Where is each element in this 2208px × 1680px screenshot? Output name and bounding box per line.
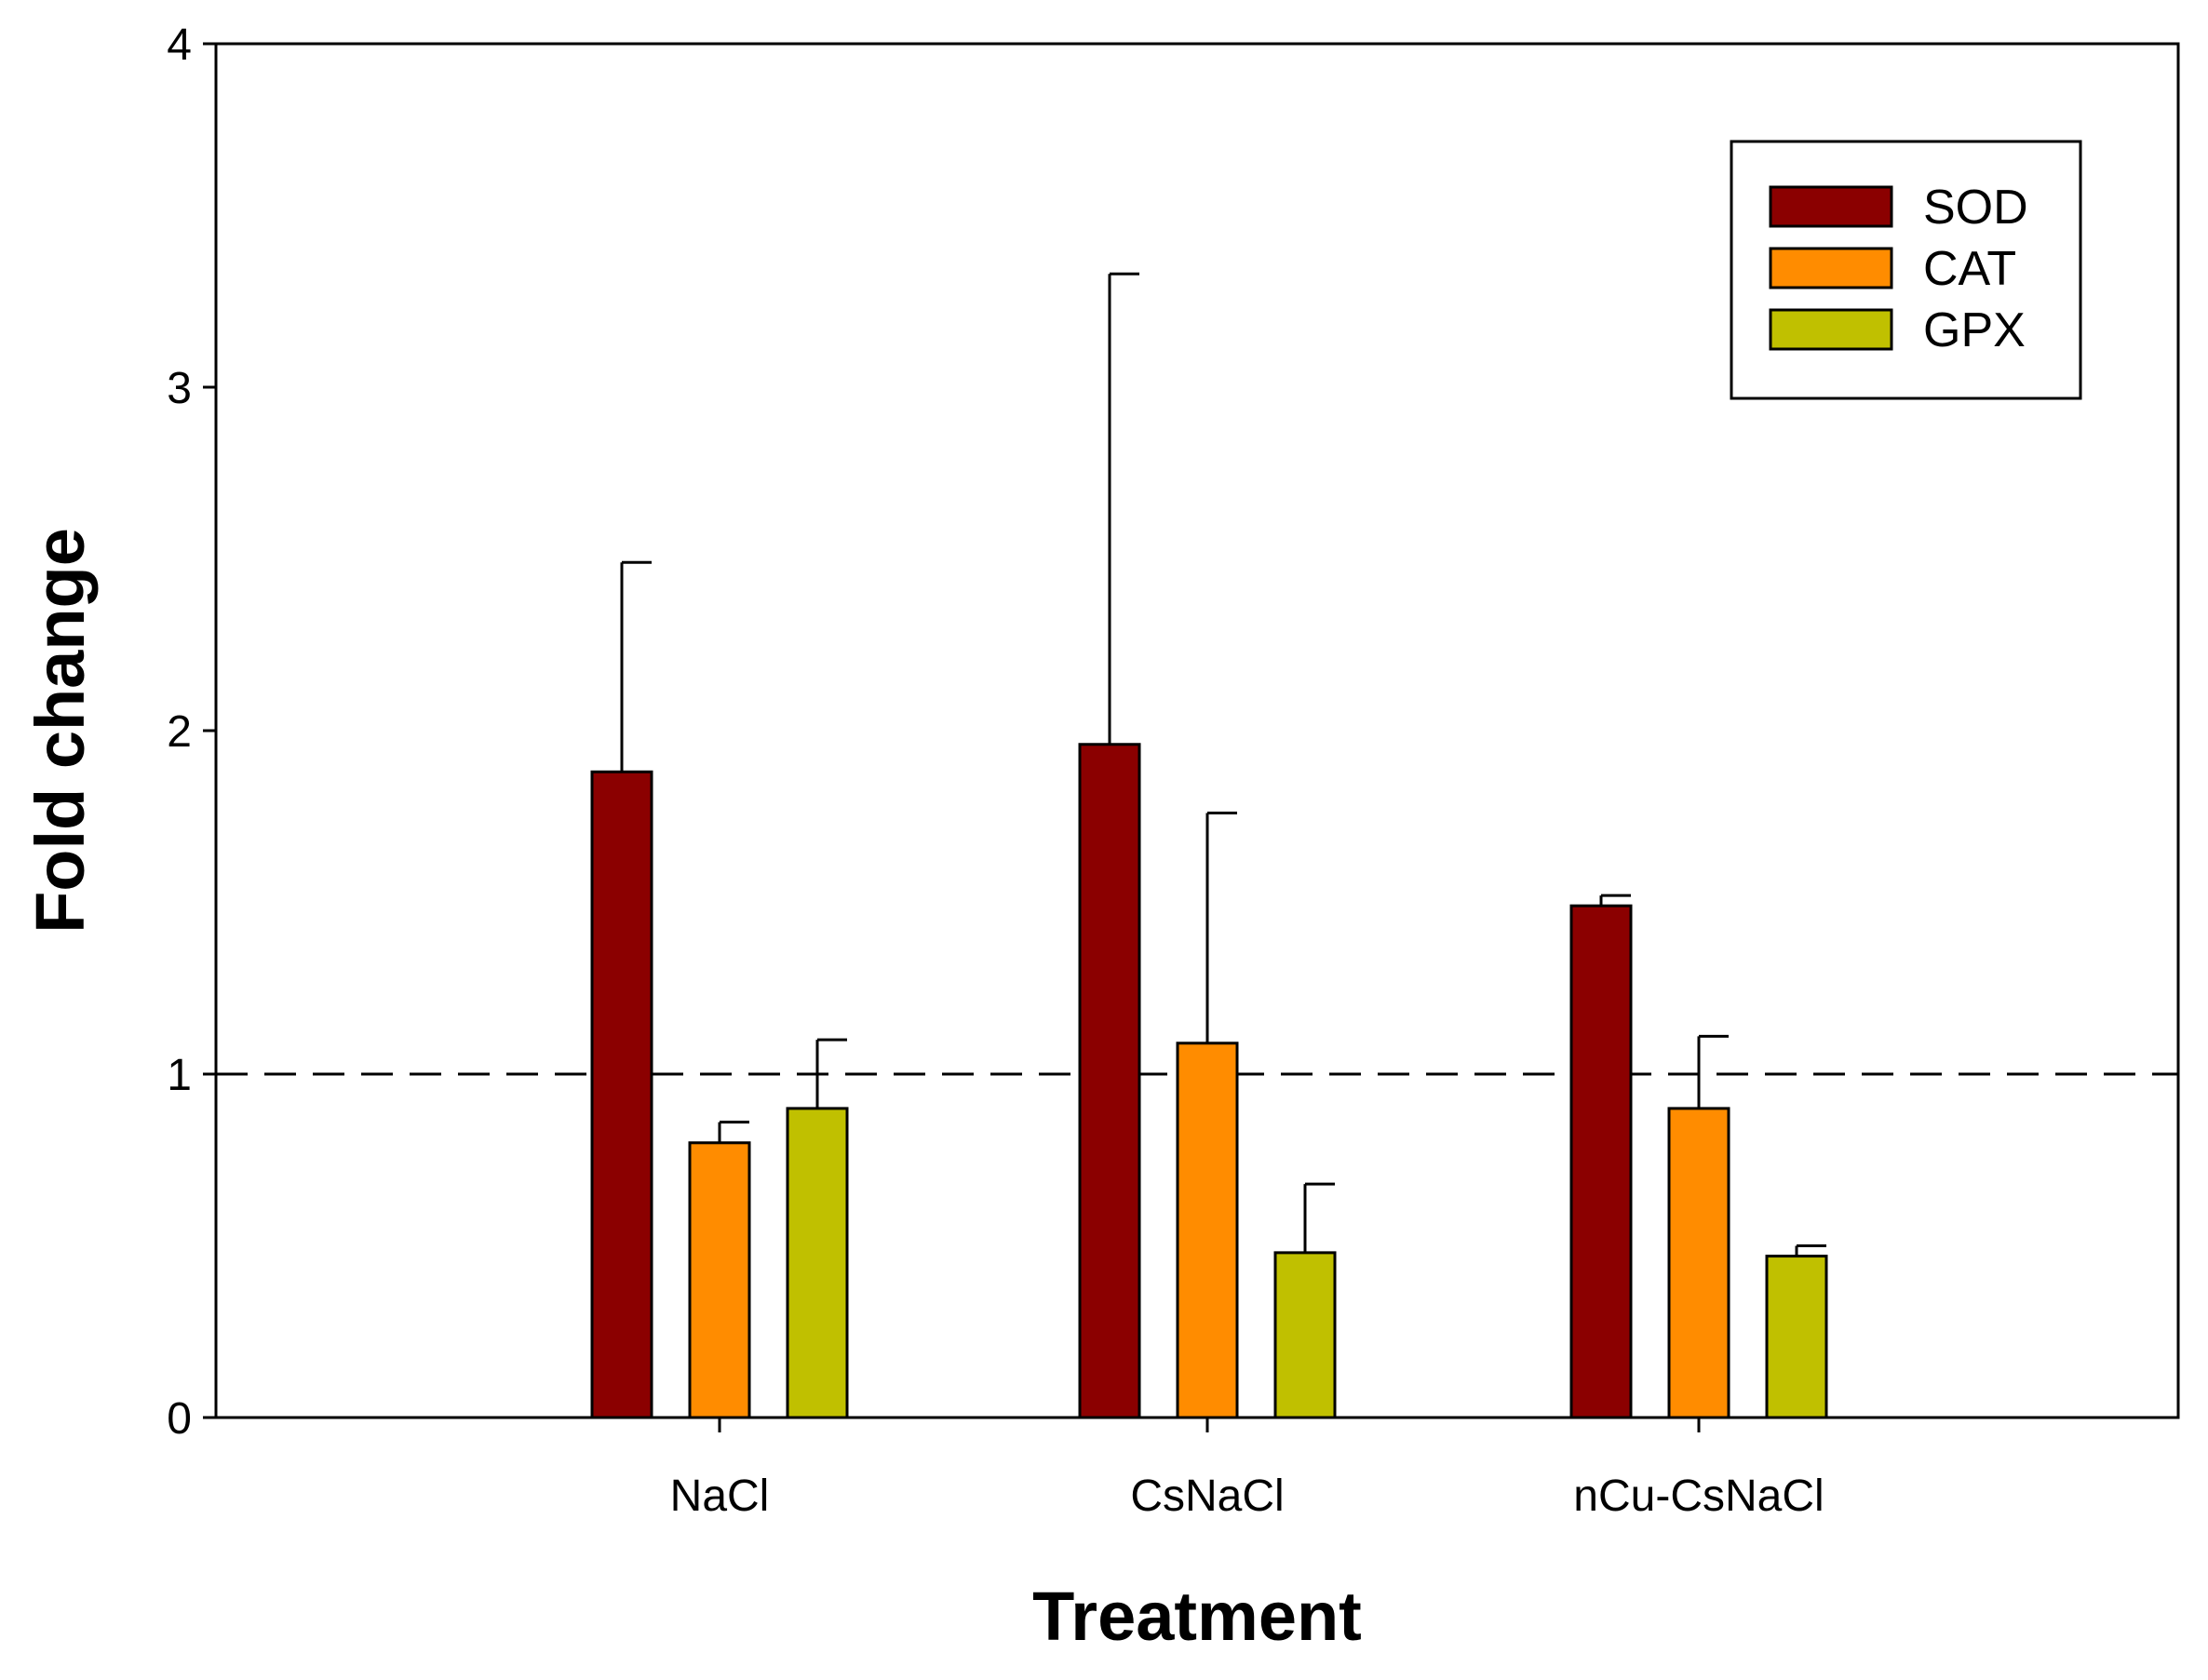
y-tick-label: 1	[167, 1051, 192, 1100]
legend-swatch-gpx	[1769, 308, 1893, 351]
x-axis-ticks: NaCl CsNaCl nCu-CsNaCl	[670, 1418, 1824, 1521]
error-bars-group	[620, 272, 1826, 1257]
legend: SOD CAT GPX	[1730, 140, 2082, 400]
x-tick-label: NaCl	[670, 1472, 770, 1521]
y-tick-label: 3	[167, 364, 192, 413]
y-tick-label: 4	[167, 20, 192, 70]
y-axis-title: Fold change	[21, 528, 99, 934]
bar-sod-nacl	[590, 770, 653, 1419]
bars-group	[590, 743, 1828, 1419]
y-tick-label: 2	[167, 707, 192, 757]
legend-swatch-sod	[1769, 185, 1893, 228]
bar-cat-nacl	[688, 1141, 751, 1419]
legend-label-cat: CAT	[1923, 242, 2016, 296]
y-axis-ticks: 0 1 2 3 4	[167, 20, 216, 1444]
x-tick-label: nCu-CsNaCl	[1573, 1472, 1824, 1521]
legend-swatch-cat	[1769, 247, 1893, 289]
bar-gpx-ncu-csnacl	[1765, 1255, 1828, 1419]
legend-label-sod: SOD	[1923, 181, 2028, 235]
bar-sod-ncu-csnacl	[1569, 904, 1633, 1419]
bar-cat-ncu-csnacl	[1667, 1107, 1730, 1419]
y-tick-label: 0	[167, 1394, 192, 1444]
bar-gpx-csnacl	[1273, 1251, 1337, 1419]
legend-label-gpx: GPX	[1923, 303, 2026, 357]
plot-area: 0 1 2 3 4 NaCl CsNaCl nCu-CsNaCl	[167, 20, 2180, 1521]
x-axis-title: Treatment	[1032, 1578, 1362, 1655]
bar-gpx-nacl	[786, 1107, 849, 1419]
bar-sod-csnacl	[1078, 743, 1141, 1419]
x-tick-label: CsNaCl	[1130, 1472, 1284, 1521]
bar-cat-csnacl	[1176, 1042, 1239, 1419]
